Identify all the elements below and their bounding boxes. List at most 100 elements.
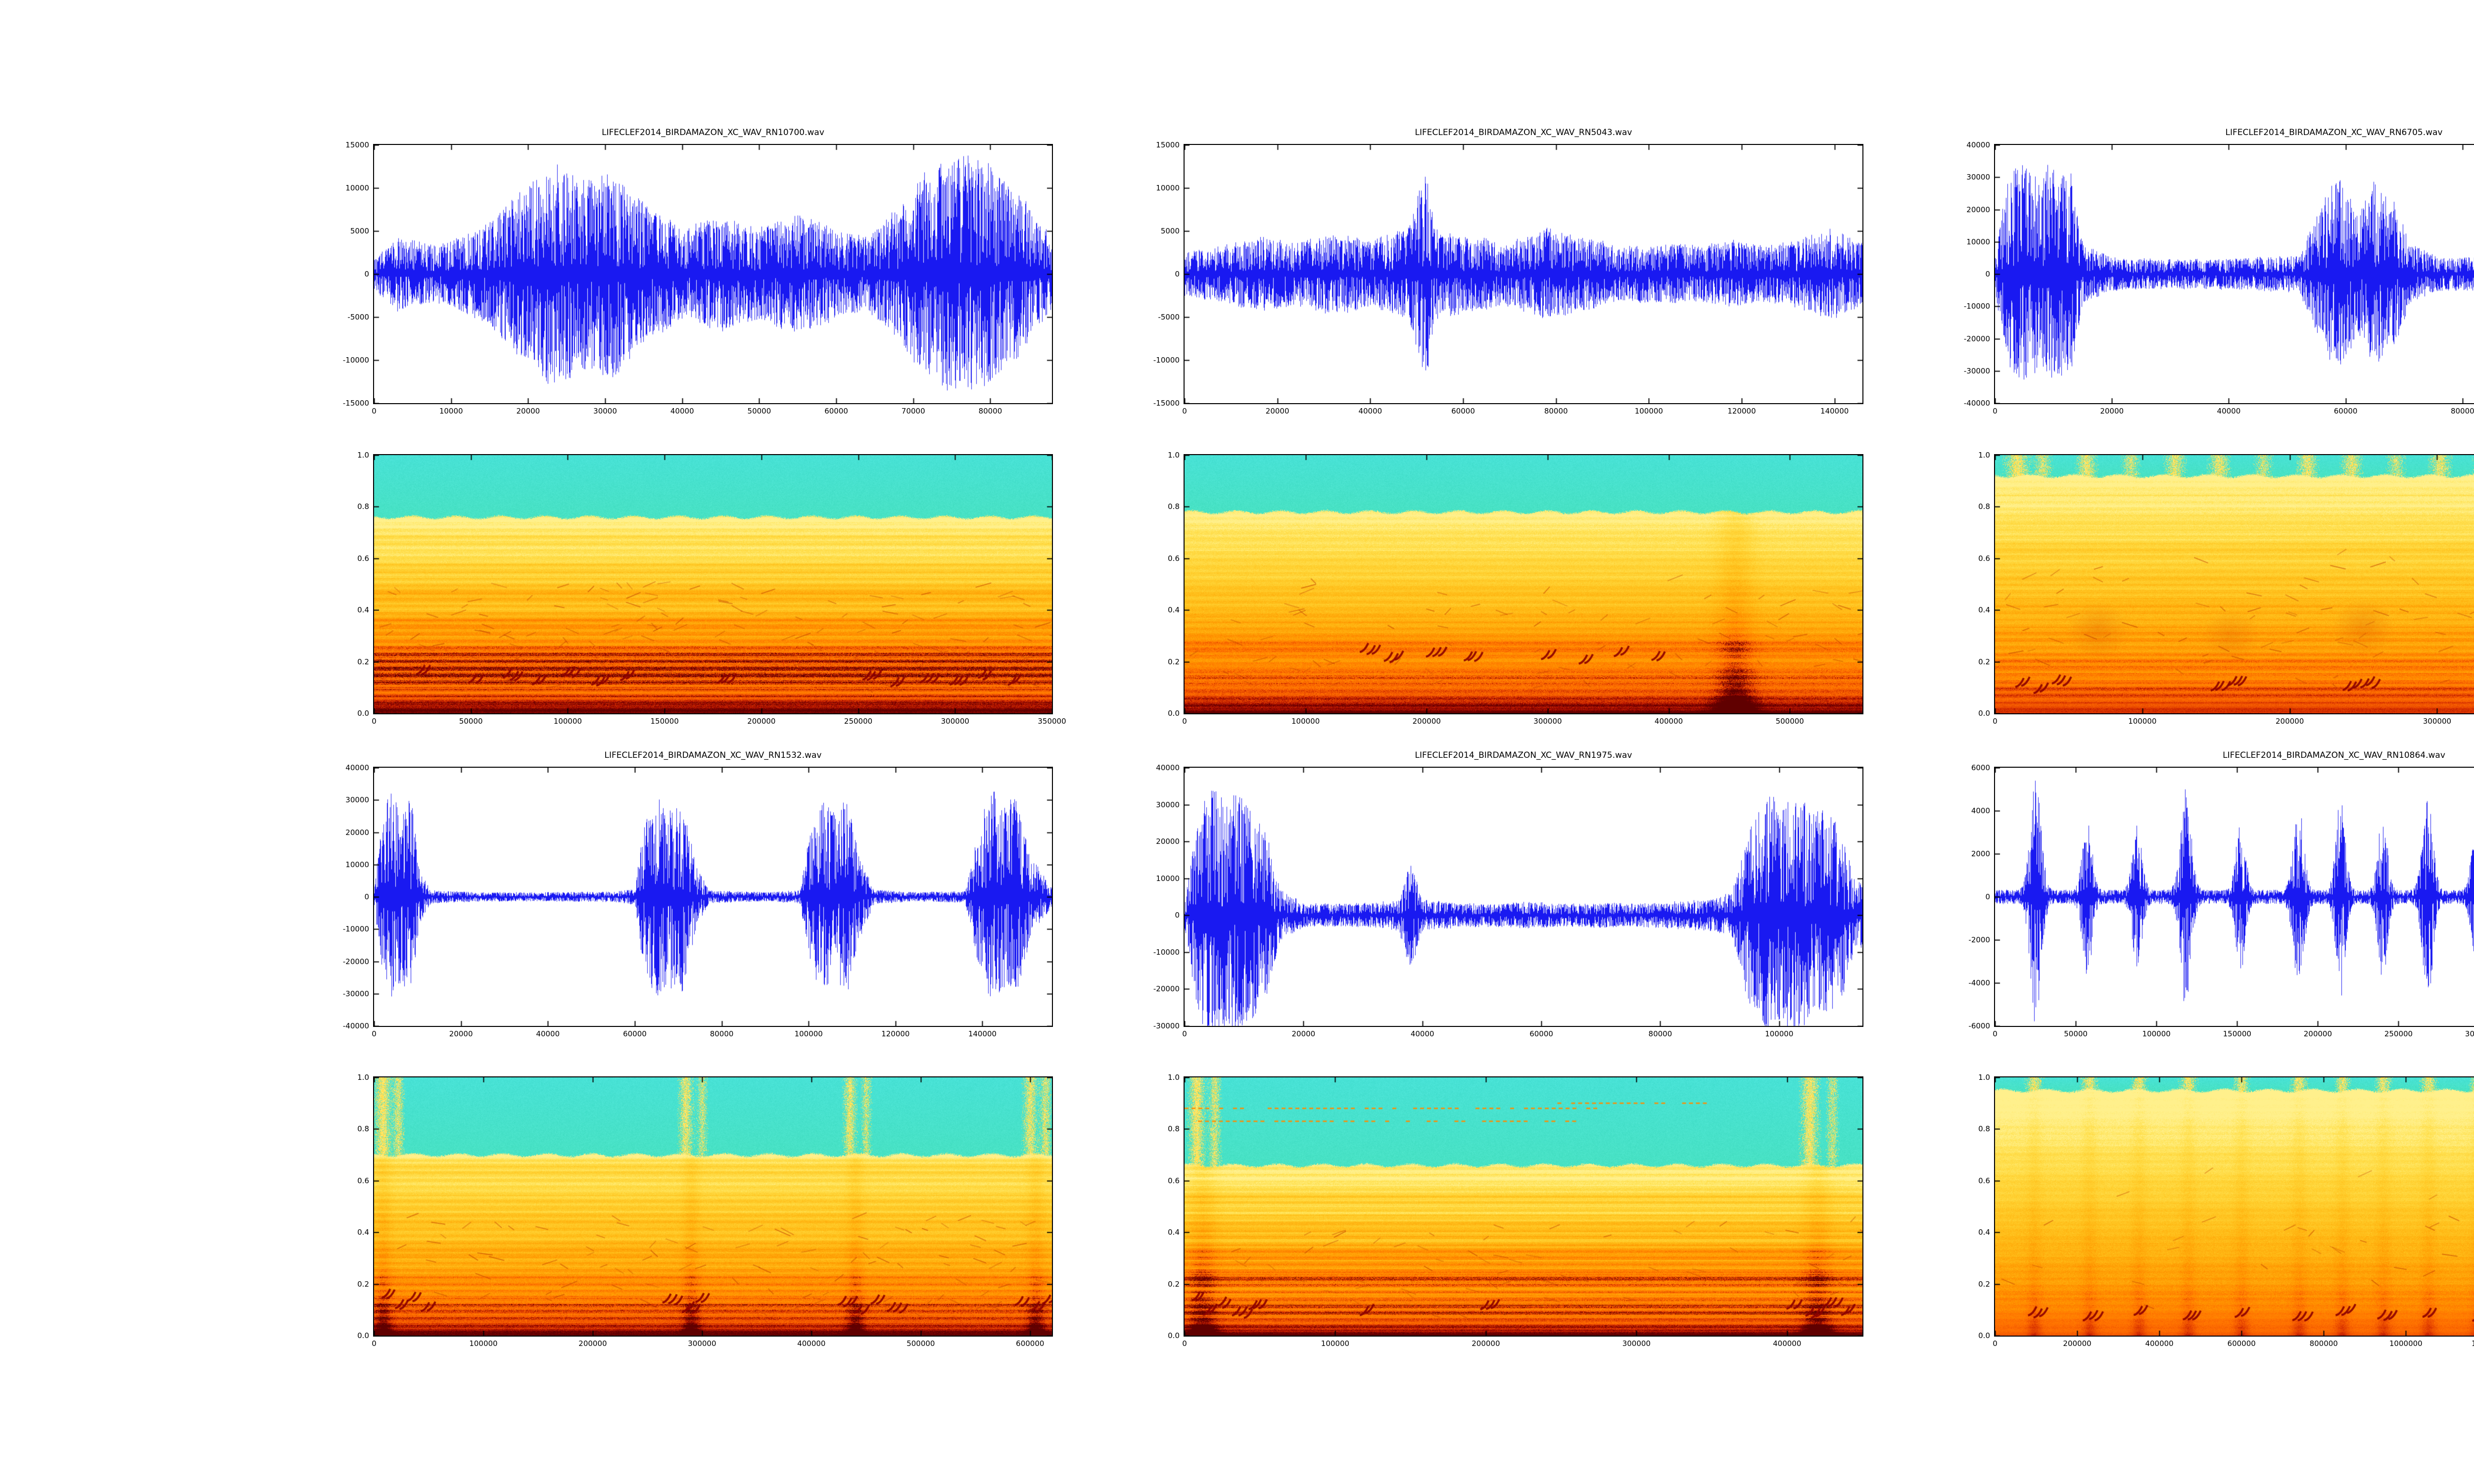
x-tick-label: 0 — [372, 407, 377, 416]
x-tick-label: 0 — [1182, 1339, 1187, 1348]
y-tick-label: 40000 — [345, 763, 369, 772]
x-tick-label: 500000 — [1775, 717, 1804, 726]
y-tick-label: 0 — [364, 892, 369, 901]
y-tick-label: -10000 — [1153, 356, 1180, 365]
y-tick-label: -5000 — [347, 313, 369, 322]
spectrogram-canvas — [1185, 1077, 1862, 1336]
x-tick-label: 1200000 — [2471, 1339, 2474, 1348]
x-tick-label: 0 — [1993, 407, 1998, 416]
y-tick-label: 0.4 — [1168, 1228, 1180, 1237]
y-tick-label: 20000 — [1156, 837, 1180, 846]
y-tick-label: 5000 — [1160, 227, 1180, 235]
y-tick-label: -6000 — [1968, 1021, 1990, 1030]
waveform-panel-rn1532: LIFECLEF2014_BIRDAMAZON_XC_WAV_RN1532.wa… — [343, 751, 1053, 1038]
y-tick-label: 0 — [1985, 270, 1990, 278]
x-tick-label: 300000 — [1533, 717, 1562, 726]
x-tick-label: 0 — [1182, 407, 1187, 416]
plot-title: LIFECLEF2014_BIRDAMAZON_XC_WAV_RN6705.wa… — [2225, 128, 2443, 138]
y-tick-label: -30000 — [342, 989, 369, 998]
x-tick-label: 200000 — [1472, 1339, 1500, 1348]
y-tick-label: 0.0 — [357, 1331, 369, 1340]
x-tick-label: 20000 — [2100, 407, 2124, 416]
plot-title: LIFECLEF2014_BIRDAMAZON_XC_WAV_RN1975.wa… — [1415, 750, 1632, 760]
y-tick-label: 6000 — [1971, 763, 1990, 772]
x-tick-label: 400000 — [797, 1339, 826, 1348]
x-tick-label: 10000 — [439, 407, 463, 416]
y-tick-label: 0.4 — [1978, 605, 1990, 615]
waveform-panel-rn10700: LIFECLEF2014_BIRDAMAZON_XC_WAV_RN10700.w… — [343, 128, 1053, 415]
y-tick-label: 0.6 — [357, 554, 369, 563]
y-tick-label: 0.2 — [1168, 1279, 1180, 1289]
waveform-canvas — [1995, 145, 2474, 403]
y-tick-label: -5000 — [1158, 313, 1180, 322]
plot-title: LIFECLEF2014_BIRDAMAZON_XC_WAV_RN5043.wa… — [1415, 128, 1632, 138]
y-tick-label: 10000 — [1156, 184, 1180, 192]
x-tick-label: 50000 — [2064, 1029, 2088, 1038]
y-tick-label: 40000 — [1156, 763, 1180, 772]
y-tick-label: 0.4 — [357, 605, 369, 615]
waveform-panel-rn6705: LIFECLEF2014_BIRDAMAZON_XC_WAV_RN6705.wa… — [1964, 128, 2474, 415]
x-tick-label: 100000 — [1291, 717, 1320, 726]
x-tick-label: 100000 — [469, 1339, 498, 1348]
x-tick-label: 20000 — [516, 407, 540, 416]
y-tick-label: 0.6 — [1168, 1176, 1180, 1185]
y-tick-label: 0.8 — [1978, 1124, 1990, 1134]
x-tick-label: 100000 — [1321, 1339, 1350, 1348]
y-tick-label: -10000 — [1153, 947, 1180, 957]
waveform-canvas — [1185, 145, 1862, 403]
x-tick-label: 30000 — [593, 407, 617, 416]
y-tick-label: 0 — [1175, 911, 1180, 920]
x-tick-label: 120000 — [881, 1029, 910, 1038]
x-tick-label: 200000 — [2276, 717, 2304, 726]
x-tick-label: 50000 — [747, 407, 771, 416]
spectrogram-panel-rn1532: 0 100000 200000 300000 400000 500000 600000 1.0… — [357, 1073, 1053, 1347]
spectrogram-panel-rn1975: 0 100000 200000 300000 400000 1.0 0.8 0.6 0.4 0.2… — [1168, 1073, 1863, 1347]
waveform-panel-rn1975: LIFECLEF2014_BIRDAMAZON_XC_WAV_RN1975.wa… — [1153, 751, 1863, 1038]
x-tick-label: 20000 — [1265, 407, 1289, 416]
x-tick-label: 150000 — [2223, 1029, 2251, 1038]
waveform-canvas — [1185, 768, 1862, 1026]
y-tick-label: 0.2 — [357, 1279, 369, 1289]
y-tick-label: 4000 — [1971, 806, 1990, 815]
x-tick-label: 0 — [1993, 1029, 1998, 1038]
x-tick-label: 60000 — [2333, 407, 2358, 416]
y-tick-label: 0.8 — [1168, 502, 1180, 511]
y-tick-label: 15000 — [345, 140, 369, 149]
x-tick-label: 300000 — [941, 717, 969, 726]
x-tick-label: 400000 — [2145, 1339, 2174, 1348]
x-tick-label: 1000000 — [2389, 1339, 2423, 1348]
x-tick-label: 60000 — [623, 1029, 647, 1038]
spectrogram-panel-rn10700: 0 50000 100000 150000 200000 250000 300000 3500… — [357, 451, 1066, 725]
x-tick-label: 40000 — [1410, 1029, 1434, 1038]
x-tick-label: 0 — [372, 1029, 377, 1038]
waveform-panel-rn5043: LIFECLEF2014_BIRDAMAZON_XC_WAV_RN5043.wa… — [1153, 128, 1863, 415]
spectrogram-canvas — [374, 455, 1052, 713]
x-tick-label: 400000 — [1773, 1339, 1802, 1348]
x-tick-label: 200000 — [2063, 1339, 2092, 1348]
y-tick-label: 0.2 — [357, 657, 369, 666]
x-tick-label: 0 — [372, 1339, 377, 1348]
x-tick-label: 250000 — [844, 717, 873, 726]
y-tick-label: 1.0 — [1978, 451, 1990, 460]
x-tick-label: 80000 — [1544, 407, 1568, 416]
y-tick-label: 1.0 — [1978, 1073, 1990, 1082]
x-tick-label: 40000 — [670, 407, 694, 416]
y-tick-label: -30000 — [1963, 366, 1990, 375]
x-tick-label: 300000 — [2423, 717, 2452, 726]
x-tick-label: 100000 — [1765, 1029, 1794, 1038]
y-tick-label: 0.0 — [1168, 1331, 1180, 1340]
x-tick-label: 200000 — [2303, 1029, 2332, 1038]
y-tick-label: 0.8 — [1168, 1124, 1180, 1134]
y-tick-label: 15000 — [1156, 140, 1180, 149]
y-tick-label: 10000 — [345, 860, 369, 869]
x-tick-label: 80000 — [2450, 407, 2474, 416]
x-tick-label: 300000 — [1622, 1339, 1651, 1348]
x-tick-label: 500000 — [906, 1339, 935, 1348]
y-tick-label: 10000 — [345, 184, 369, 192]
waveform-canvas — [374, 768, 1052, 1026]
x-tick-label: 140000 — [1820, 407, 1849, 416]
x-tick-label: 200000 — [1412, 717, 1441, 726]
y-tick-label: 0.8 — [357, 502, 369, 511]
spectrogram-canvas — [1995, 455, 2474, 713]
y-tick-label: 0.2 — [1978, 657, 1990, 666]
